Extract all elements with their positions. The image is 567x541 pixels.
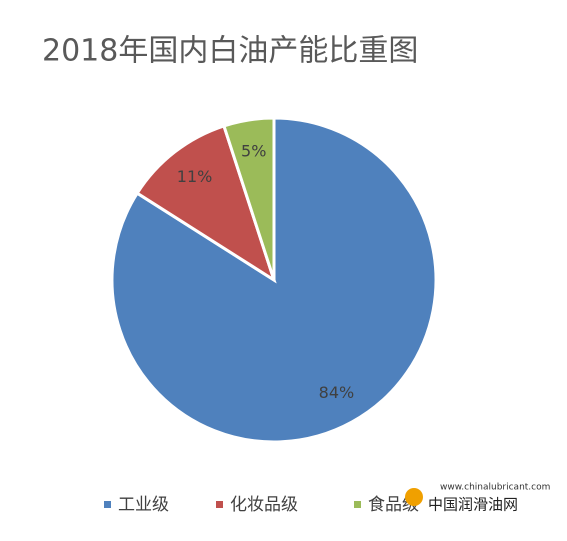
pie-slice <box>222 116 276 281</box>
legend-swatch <box>104 501 111 508</box>
watermark-logo <box>405 488 423 506</box>
pie-slice <box>135 124 277 284</box>
watermark-url: www.chinalubricant.com <box>440 483 550 493</box>
legend-swatch <box>216 501 223 508</box>
chart-title: 2018年国内白油产能比重图 <box>42 34 418 69</box>
watermark-name: 中国润滑油网 <box>428 496 518 514</box>
data-label: 5% <box>241 141 266 160</box>
legend-swatch <box>354 501 361 508</box>
legend-label: 工业级 <box>118 495 169 515</box>
legend-label: 化妆品级 <box>230 495 298 515</box>
data-label: 84% <box>319 383 355 402</box>
data-label: 11% <box>177 167 213 186</box>
